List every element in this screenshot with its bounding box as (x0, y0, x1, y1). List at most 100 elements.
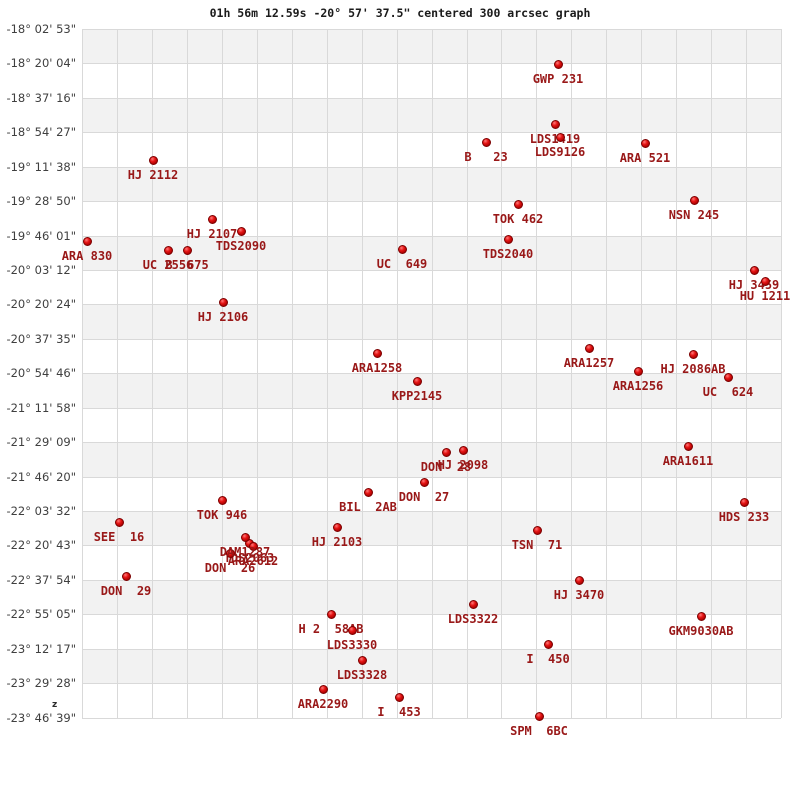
star-point (347, 625, 357, 635)
star-label: B 675 (165, 258, 209, 272)
y-tick-label: -22° 20' 43" (6, 538, 76, 553)
star-label: DON 28 (420, 460, 472, 474)
star-label: TDS2090 (215, 239, 267, 253)
y-tick-label: -20° 20' 24" (6, 297, 76, 312)
star-point (481, 137, 491, 147)
star-label: HDS 233 (718, 510, 770, 524)
v-gridline (746, 29, 748, 718)
y-tick-label: -18° 02' 53" (6, 22, 76, 36)
v-gridline (606, 29, 608, 718)
star-label: ARA2290 (297, 697, 349, 711)
star-label: HJ 2107 (186, 227, 238, 241)
v-gridline (431, 29, 433, 718)
star-point (372, 348, 382, 358)
star-label: SEE 16 (93, 530, 145, 544)
y-tick-label: -18° 37' 16" (6, 90, 76, 105)
star-label: DON 27 (398, 490, 450, 504)
star-label: I 450 (526, 652, 570, 666)
star-label: SPM 6BC (510, 724, 568, 738)
y-tick-label: -19° 28' 50" (6, 194, 76, 209)
y-tick-label: -18° 20' 04" (6, 56, 76, 71)
star-point (218, 297, 228, 307)
y-tick-label: -21° 46' 20" (6, 469, 76, 484)
star-point (513, 199, 523, 209)
star-label: ARA1258 (351, 361, 403, 375)
star-label: TSN 71 (511, 538, 563, 552)
star-point (394, 692, 404, 702)
star-label: TDS2063 (223, 551, 275, 565)
star-point (503, 234, 513, 244)
star-point (114, 517, 124, 527)
star-point (555, 132, 565, 142)
star-label: DON 29 (100, 584, 152, 598)
star-label: LDS3322 (447, 612, 499, 626)
star-point (739, 497, 749, 507)
star-point (574, 575, 584, 585)
star-label: KPP2145 (391, 389, 443, 403)
y-tick-label: -19° 46' 01" (6, 228, 76, 243)
star-point (553, 59, 563, 69)
star-label: UC 649 (376, 257, 428, 271)
star-label: ARA1256 (612, 379, 664, 393)
star-point (749, 265, 759, 275)
chart-title: 01h 56m 12.59s -20° 57' 37.5" centered 3… (209, 6, 591, 20)
v-gridline (466, 29, 468, 718)
y-tick-label: -20° 03' 12" (6, 263, 76, 277)
star-point (240, 532, 250, 542)
star-point (688, 349, 698, 359)
star-label: DAM1287 (219, 545, 271, 559)
y-tick-label: -22° 55' 05" (6, 607, 76, 622)
y-tick-label: -22° 37' 54" (6, 572, 76, 587)
star-label: DON 26 (204, 561, 256, 575)
star-label: HJ 2103 (311, 535, 363, 549)
v-gridline (117, 29, 118, 718)
star-label: LDS9126 (534, 145, 586, 159)
star-label: ARA1257 (563, 356, 615, 370)
star-point (419, 477, 429, 487)
y-tick-label: -23° 46' 39" (6, 710, 76, 725)
v-gridline (781, 29, 782, 718)
star-point (357, 655, 367, 665)
star-label: UC 624 (702, 385, 754, 399)
y-tick-label: -23° 29' 28" (6, 676, 76, 691)
axis-corner-mark: z (52, 700, 58, 710)
star-point (217, 495, 227, 505)
star-point (468, 599, 478, 609)
star-label: HU 1211 (739, 289, 791, 303)
star-point (760, 276, 770, 286)
star-point (363, 487, 373, 497)
v-gridline (536, 29, 538, 718)
star-point (326, 609, 336, 619)
star-label: NSN 245 (668, 208, 720, 222)
star-point (121, 571, 131, 581)
star-point (723, 372, 733, 382)
star-point (225, 548, 235, 558)
star-point (532, 525, 542, 535)
y-tick-label: -22° 03' 32" (6, 503, 76, 518)
star-point (412, 376, 422, 386)
v-gridline (676, 29, 678, 718)
h-gridline (82, 717, 781, 719)
star-point (248, 541, 258, 551)
star-point (683, 441, 693, 451)
star-point (584, 343, 594, 353)
v-gridline (151, 29, 153, 718)
star-label: ARA 521 (619, 151, 671, 165)
v-gridline (501, 29, 503, 718)
star-label: GWP 231 (532, 72, 584, 86)
star-label: LDS1419 (529, 132, 581, 146)
star-point (441, 447, 451, 457)
star-point (534, 711, 544, 721)
v-gridline (291, 29, 293, 718)
star-point (82, 236, 92, 246)
star-label: UC 2556 (142, 258, 194, 272)
star-point (182, 245, 192, 255)
star-label: HJ 2112 (127, 168, 179, 182)
star-point (397, 244, 407, 254)
y-tick-label: -21° 11' 58" (6, 400, 76, 415)
star-label: BIL 2AB (339, 500, 397, 514)
star-label: ARA1611 (662, 454, 714, 468)
star-label: HJ 2098 (437, 458, 489, 472)
y-tick-label: -21° 29' 09" (6, 435, 76, 450)
